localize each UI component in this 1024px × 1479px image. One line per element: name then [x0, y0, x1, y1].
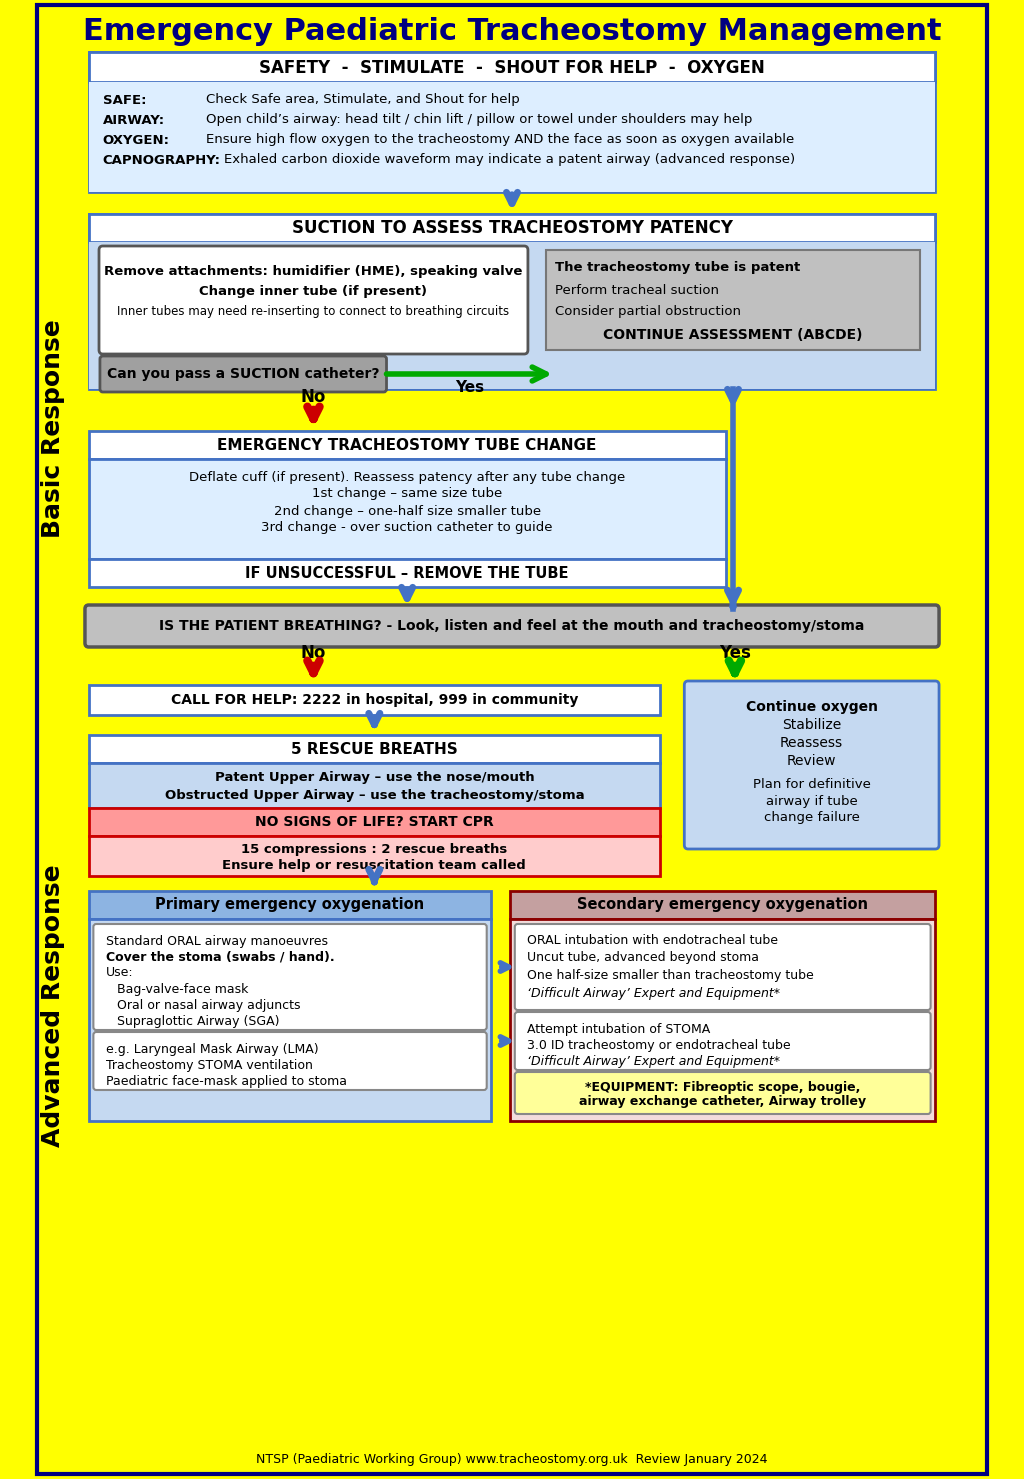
Text: 1st change – same size tube: 1st change – same size tube — [312, 488, 502, 500]
Text: Check Safe area, Stimulate, and Shout for help: Check Safe area, Stimulate, and Shout fo… — [206, 93, 519, 106]
Text: NO SIGNS OF LIFE? START CPR: NO SIGNS OF LIFE? START CPR — [255, 815, 494, 830]
Text: Exhaled carbon dioxide waveform may indicate a patent airway (advanced response): Exhaled carbon dioxide waveform may indi… — [224, 154, 796, 167]
Text: Attempt intubation of STOMA: Attempt intubation of STOMA — [527, 1022, 711, 1035]
FancyBboxPatch shape — [89, 430, 726, 458]
Text: The tracheostomy tube is patent: The tracheostomy tube is patent — [555, 262, 801, 275]
Text: Uncut tube, advanced beyond stoma: Uncut tube, advanced beyond stoma — [527, 951, 759, 963]
Text: Perform tracheal suction: Perform tracheal suction — [555, 284, 719, 296]
FancyBboxPatch shape — [93, 1032, 486, 1090]
Text: Open child’s airway: head tilt / chin lift / pillow or towel under shoulders may: Open child’s airway: head tilt / chin li… — [206, 114, 753, 127]
FancyBboxPatch shape — [89, 685, 659, 714]
Text: 5 RESCUE BREATHS: 5 RESCUE BREATHS — [291, 741, 458, 756]
Text: 15 compressions : 2 rescue breaths: 15 compressions : 2 rescue breaths — [242, 843, 508, 856]
Text: Secondary emergency oxygenation: Secondary emergency oxygenation — [578, 898, 868, 913]
FancyBboxPatch shape — [89, 559, 726, 587]
Text: CALL FOR HELP: 2222 in hospital, 999 in community: CALL FOR HELP: 2222 in hospital, 999 in … — [171, 694, 578, 707]
FancyBboxPatch shape — [89, 458, 726, 559]
Text: No: No — [301, 387, 327, 407]
FancyBboxPatch shape — [85, 605, 939, 646]
FancyBboxPatch shape — [515, 1072, 931, 1114]
FancyBboxPatch shape — [89, 214, 935, 389]
Text: Paediatric face-mask applied to stoma: Paediatric face-mask applied to stoma — [105, 1075, 346, 1087]
Text: Reassess: Reassess — [780, 737, 843, 750]
Text: SAFE:: SAFE: — [102, 93, 146, 106]
Text: ‘Difficult Airway’ Expert and Equipment*: ‘Difficult Airway’ Expert and Equipment* — [527, 1055, 780, 1068]
Text: EMERGENCY TRACHEOSTOMY TUBE CHANGE: EMERGENCY TRACHEOSTOMY TUBE CHANGE — [217, 438, 597, 453]
Text: 3.0 ID tracheostomy or endotracheal tube: 3.0 ID tracheostomy or endotracheal tube — [527, 1038, 791, 1052]
Text: Primary emergency oxygenation: Primary emergency oxygenation — [156, 898, 425, 913]
FancyBboxPatch shape — [89, 214, 935, 243]
Text: Deflate cuff (if present). Reassess patency after any tube change: Deflate cuff (if present). Reassess pate… — [189, 470, 626, 484]
FancyBboxPatch shape — [515, 1012, 931, 1069]
FancyBboxPatch shape — [89, 918, 492, 1121]
FancyBboxPatch shape — [89, 52, 935, 192]
Text: OXYGEN:: OXYGEN: — [102, 133, 170, 146]
Text: airway if tube: airway if tube — [766, 794, 857, 808]
FancyBboxPatch shape — [510, 918, 935, 1121]
FancyBboxPatch shape — [89, 763, 659, 808]
FancyBboxPatch shape — [89, 735, 659, 763]
Text: 3rd change - over suction catheter to guide: 3rd change - over suction catheter to gu… — [261, 522, 553, 534]
Text: One half-size smaller than tracheostomy tube: One half-size smaller than tracheostomy … — [527, 969, 814, 982]
Text: Ensure help or resuscitation team called: Ensure help or resuscitation team called — [222, 859, 526, 873]
Text: Can you pass a SUCTION catheter?: Can you pass a SUCTION catheter? — [106, 367, 380, 382]
Text: Standard ORAL airway manoeuvres: Standard ORAL airway manoeuvres — [105, 935, 328, 948]
FancyBboxPatch shape — [93, 924, 486, 1029]
FancyBboxPatch shape — [510, 890, 935, 918]
Text: IS THE PATIENT BREATHING? - Look, listen and feel at the mouth and tracheostomy/: IS THE PATIENT BREATHING? - Look, listen… — [160, 620, 864, 633]
Text: Tracheostomy STOMA ventilation: Tracheostomy STOMA ventilation — [105, 1059, 312, 1071]
Text: SUCTION TO ASSESS TRACHEOSTOMY PATENCY: SUCTION TO ASSESS TRACHEOSTOMY PATENCY — [292, 219, 732, 237]
Text: ORAL intubation with endotracheal tube: ORAL intubation with endotracheal tube — [527, 935, 778, 948]
FancyBboxPatch shape — [684, 680, 939, 849]
Text: Inner tubes may need re-inserting to connect to breathing circuits: Inner tubes may need re-inserting to con… — [118, 306, 510, 318]
Text: Supraglottic Airway (SGA): Supraglottic Airway (SGA) — [117, 1015, 280, 1028]
Text: e.g. Laryngeal Mask Airway (LMA): e.g. Laryngeal Mask Airway (LMA) — [105, 1043, 318, 1056]
Text: Plan for definitive: Plan for definitive — [753, 778, 870, 791]
Text: Consider partial obstruction: Consider partial obstruction — [555, 306, 741, 318]
FancyBboxPatch shape — [546, 250, 921, 351]
FancyBboxPatch shape — [89, 890, 492, 918]
Text: Stabilize: Stabilize — [782, 717, 842, 732]
Text: *EQUIPMENT: Fibreoptic scope, bougie,: *EQUIPMENT: Fibreoptic scope, bougie, — [585, 1081, 860, 1093]
Text: Obstructed Upper Airway – use the tracheostomy/stoma: Obstructed Upper Airway – use the trache… — [165, 788, 584, 802]
Text: SAFETY  -  STIMULATE  -  SHOUT FOR HELP  -  OXYGEN: SAFETY - STIMULATE - SHOUT FOR HELP - OX… — [259, 59, 765, 77]
Text: Bag-valve-face mask: Bag-valve-face mask — [117, 982, 248, 995]
Text: Cover the stoma (swabs / hand).: Cover the stoma (swabs / hand). — [105, 951, 334, 963]
Text: Basic Response: Basic Response — [41, 319, 66, 538]
Text: Change inner tube (if present): Change inner tube (if present) — [200, 285, 427, 299]
FancyBboxPatch shape — [89, 836, 659, 876]
Text: Emergency Paediatric Tracheostomy Management: Emergency Paediatric Tracheostomy Manage… — [83, 18, 941, 46]
Text: Yes: Yes — [719, 643, 751, 663]
Text: change failure: change failure — [764, 810, 859, 824]
FancyBboxPatch shape — [89, 243, 935, 389]
FancyBboxPatch shape — [100, 356, 386, 392]
Text: Patent Upper Airway – use the nose/mouth: Patent Upper Airway – use the nose/mouth — [214, 771, 535, 784]
Text: Review: Review — [786, 754, 837, 768]
Text: Oral or nasal airway adjuncts: Oral or nasal airway adjuncts — [117, 998, 300, 1012]
FancyBboxPatch shape — [515, 924, 931, 1010]
FancyBboxPatch shape — [89, 52, 935, 81]
Text: Use:: Use: — [105, 966, 133, 979]
Text: Yes: Yes — [455, 380, 484, 395]
Text: airway exchange catheter, Airway trolley: airway exchange catheter, Airway trolley — [580, 1094, 866, 1108]
Text: 2nd change – one-half size smaller tube: 2nd change – one-half size smaller tube — [273, 504, 541, 518]
Text: CAPNOGRAPHY:: CAPNOGRAPHY: — [102, 154, 221, 167]
Text: ‘Difficult Airway’ Expert and Equipment*: ‘Difficult Airway’ Expert and Equipment* — [527, 986, 780, 1000]
Text: No: No — [301, 643, 327, 663]
FancyBboxPatch shape — [89, 808, 659, 836]
Text: NTSP (Paediatric Working Group) www.tracheostomy.org.uk  Review January 2024: NTSP (Paediatric Working Group) www.trac… — [256, 1454, 768, 1467]
Text: AIRWAY:: AIRWAY: — [102, 114, 165, 127]
Text: Ensure high flow oxygen to the tracheostomy AND the face as soon as oxygen avail: Ensure high flow oxygen to the tracheost… — [206, 133, 794, 146]
FancyBboxPatch shape — [89, 81, 935, 192]
Text: CONTINUE ASSESSMENT (ABCDE): CONTINUE ASSESSMENT (ABCDE) — [603, 328, 863, 342]
Text: Continue oxygen: Continue oxygen — [745, 700, 878, 714]
Text: Advanced Response: Advanced Response — [41, 865, 66, 1148]
FancyBboxPatch shape — [99, 246, 528, 353]
Text: IF UNSUCCESSFUL – REMOVE THE TUBE: IF UNSUCCESSFUL – REMOVE THE TUBE — [246, 565, 569, 580]
Text: Remove attachments: humidifier (HME), speaking valve: Remove attachments: humidifier (HME), sp… — [104, 266, 522, 278]
